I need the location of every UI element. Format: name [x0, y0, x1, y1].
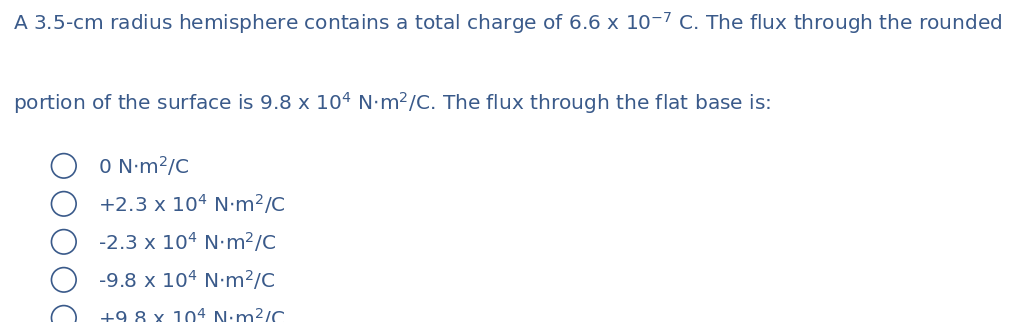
Text: A 3.5-cm radius hemisphere contains a total charge of 6.6 x 10$^{-7}$ C. The flu: A 3.5-cm radius hemisphere contains a to… [13, 10, 1003, 35]
Text: -9.8 x 10$^{4}$ N$\cdot$m$^{2}$/C: -9.8 x 10$^{4}$ N$\cdot$m$^{2}$/C [98, 268, 276, 292]
Text: -2.3 x 10$^{4}$ N$\cdot$m$^{2}$/C: -2.3 x 10$^{4}$ N$\cdot$m$^{2}$/C [98, 230, 276, 254]
Text: +2.3 x 10$^{4}$ N$\cdot$m$^{2}$/C: +2.3 x 10$^{4}$ N$\cdot$m$^{2}$/C [98, 192, 285, 216]
Text: 0 N$\cdot$m$^{2}$/C: 0 N$\cdot$m$^{2}$/C [98, 154, 189, 178]
Text: +9.8 x 10$^{4}$ N$\cdot$m$^{2}$/C: +9.8 x 10$^{4}$ N$\cdot$m$^{2}$/C [98, 306, 285, 322]
Text: portion of the surface is 9.8 x 10$^{4}$ N$\cdot$m$^{2}$/C. The flux through the: portion of the surface is 9.8 x 10$^{4}$… [13, 90, 772, 116]
